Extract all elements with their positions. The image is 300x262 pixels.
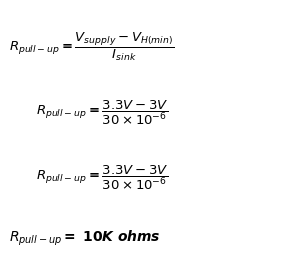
Text: $\boldsymbol{R_{pull-up} = \dfrac{V_{supply} - V_{H(min)}}{I_{sink}}}$: $\boldsymbol{R_{pull-up} = \dfrac{V_{sup… bbox=[9, 31, 174, 63]
Text: $\boldsymbol{R_{pull-up} = \dfrac{3.3V - 3V}{30 \times 10^{-6}}}$: $\boldsymbol{R_{pull-up} = \dfrac{3.3V -… bbox=[36, 164, 168, 192]
Text: $\boldsymbol{R_{pull-up} = \dfrac{3.3V - 3V}{30 \times 10^{-6}}}$: $\boldsymbol{R_{pull-up} = \dfrac{3.3V -… bbox=[36, 99, 168, 127]
Text: $\boldsymbol{R_{pull-up} =\ 10K\ ohms}$: $\boldsymbol{R_{pull-up} =\ 10K\ ohms}$ bbox=[9, 229, 161, 248]
